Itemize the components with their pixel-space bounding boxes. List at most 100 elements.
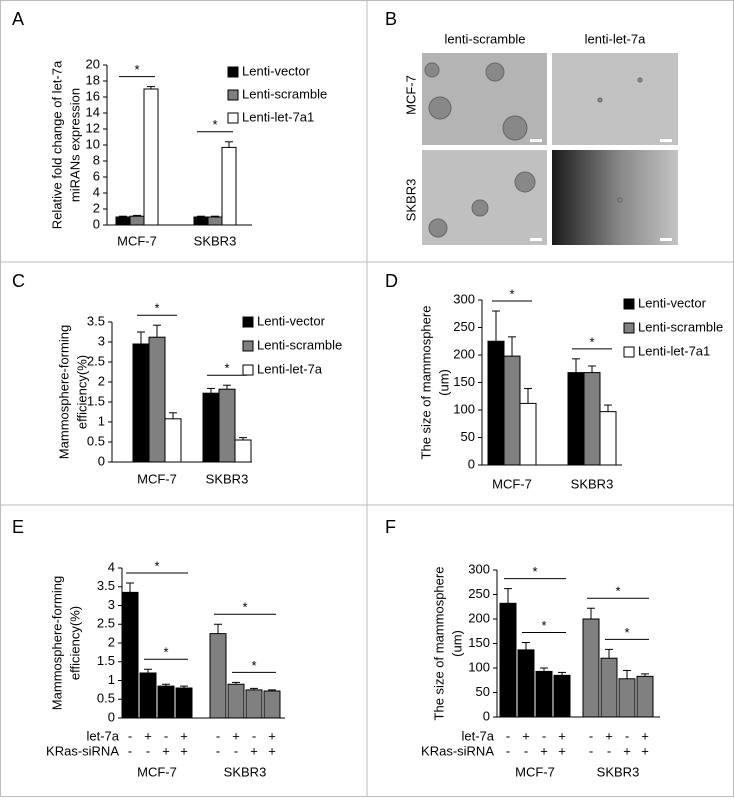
bar	[157, 685, 175, 719]
legend-swatch	[227, 66, 239, 78]
bar	[115, 216, 131, 226]
y-tick-label: 1	[98, 413, 105, 428]
significance-label: *	[532, 564, 537, 579]
significance-label: *	[154, 558, 159, 573]
condition-sign: +	[232, 728, 240, 743]
bar	[535, 670, 553, 718]
y-tick-label: 16	[86, 88, 100, 103]
condition-sign: +	[605, 728, 613, 743]
condition-sign: -	[625, 728, 629, 743]
x-tick-label: SKBR3	[597, 764, 640, 779]
legend-swatch	[227, 112, 239, 124]
y-tick-label: 14	[86, 104, 100, 119]
y-tick-label: 0	[108, 709, 115, 724]
bar	[175, 687, 193, 719]
y-tick-label: 100	[468, 659, 490, 674]
x-tick-label: MCF-7	[137, 471, 177, 486]
y-tick-label: 300	[468, 561, 490, 576]
condition-sign: +	[641, 743, 649, 758]
y-tick-label: 0.5	[97, 691, 115, 706]
bar	[567, 372, 585, 466]
bar	[600, 657, 618, 718]
y-axis-label: efficiency(%)	[74, 355, 89, 429]
legend-label: Lenti-scramble	[257, 337, 342, 352]
significance-label: *	[589, 334, 594, 349]
legend-swatch	[623, 346, 635, 358]
y-tick-label: 8	[93, 152, 100, 167]
y-tick-label: 2.5	[97, 616, 115, 631]
legend-label: Lenti-scramble	[242, 86, 327, 101]
significance-label: *	[251, 658, 256, 673]
bar	[148, 336, 166, 463]
bar	[499, 602, 517, 718]
y-axis-label: miRANs expression	[67, 88, 82, 202]
bar	[636, 675, 654, 718]
bar	[234, 439, 252, 463]
y-axis-label: The size of mammosphere	[431, 567, 446, 721]
legend-swatch	[623, 322, 635, 334]
legend-label: Lenti-vector	[242, 63, 311, 78]
y-axis-label: Mammosphere-forming	[56, 325, 71, 459]
legend-label: Lenti-let-7a	[257, 361, 323, 376]
y-tick-label: 2	[108, 634, 115, 649]
y-tick-label: 300	[453, 291, 475, 306]
condition-sign: +	[558, 728, 566, 743]
bar	[209, 633, 227, 719]
y-tick-label: 0	[483, 708, 490, 723]
y-tick-label: 3.5	[87, 313, 105, 328]
condition-sign: -	[542, 728, 546, 743]
legend-label: Lenti-vector	[638, 295, 707, 310]
bar	[193, 216, 209, 226]
condition-sign: -	[128, 743, 132, 758]
scale-bar	[530, 139, 672, 241]
row-label: SKBR3	[403, 179, 418, 222]
condition-sign: -	[506, 743, 510, 758]
y-tick-label: 0	[98, 453, 105, 468]
x-tick-label: SKBR3	[571, 476, 614, 491]
image-panel: B lenti-scramble lenti-let-7a MCF-7 SKBR…	[385, 9, 678, 245]
y-tick-label: 50	[461, 429, 475, 444]
y-tick-label: 200	[453, 346, 475, 361]
bar	[202, 392, 220, 463]
bar	[517, 649, 535, 718]
legend-label: Lenti-scramble	[638, 319, 723, 334]
y-tick-label: 150	[453, 374, 475, 389]
spheres	[424, 62, 643, 238]
bar	[164, 418, 182, 463]
legend-swatch	[623, 298, 635, 310]
y-tick-label: 150	[468, 635, 490, 650]
legend-swatch	[242, 364, 254, 376]
bar	[121, 591, 139, 719]
x-tick-label: SKBR3	[224, 764, 267, 779]
condition-sign: +	[180, 743, 188, 758]
y-tick-label: 4	[108, 559, 115, 574]
bar	[487, 340, 505, 466]
micrograph	[552, 150, 678, 245]
y-tick-label: 0.5	[87, 433, 105, 448]
condition-sign: +	[162, 743, 170, 758]
significance-label: *	[154, 301, 159, 316]
bar	[207, 216, 223, 226]
condition-sign: -	[589, 743, 593, 758]
condition-sign: -	[234, 743, 238, 758]
x-tick-label: MCF-7	[137, 764, 177, 779]
condition-sign: +	[623, 743, 631, 758]
y-tick-label: 10	[86, 136, 100, 151]
panel-label: F	[385, 517, 396, 537]
condition-name: let-7a	[86, 728, 119, 743]
bar	[583, 372, 601, 466]
condition-sign: +	[268, 743, 276, 758]
y-tick-label: 200	[468, 610, 490, 625]
y-tick-label: 1	[108, 672, 115, 687]
condition-sign: -	[524, 743, 528, 758]
y-tick-label: 100	[453, 401, 475, 416]
condition-sign: +	[268, 728, 276, 743]
y-axis-label: Mammosphere-forming	[49, 576, 64, 710]
micrograph	[552, 53, 678, 145]
bar	[132, 343, 150, 463]
condition-sign: -	[589, 728, 593, 743]
significance-label: *	[509, 286, 514, 301]
panel-label: B	[385, 9, 397, 29]
y-axis-label: (um)	[449, 630, 464, 657]
y-axis-label: efficiency(%)	[67, 606, 82, 680]
